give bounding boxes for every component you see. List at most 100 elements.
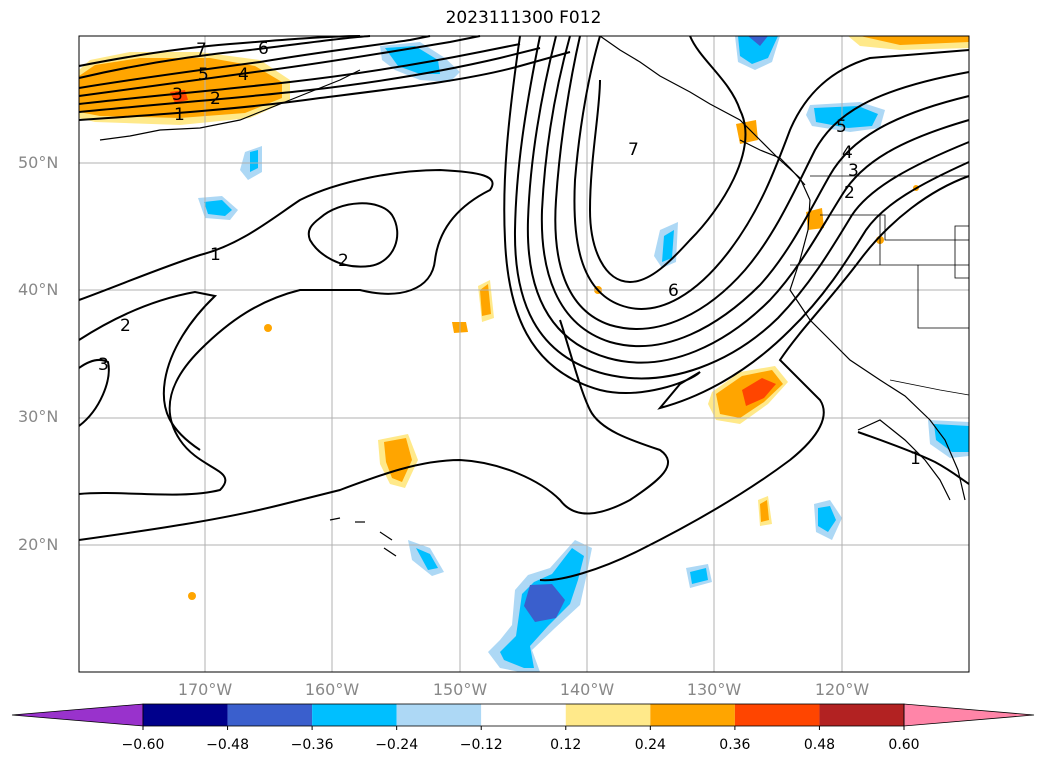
contour-label: 4 bbox=[238, 65, 249, 85]
shade-cyan-f2 bbox=[690, 568, 708, 584]
contour-label: 1 bbox=[174, 105, 185, 125]
colorbar-segment bbox=[481, 704, 566, 726]
colorbar-tick-label: 0.36 bbox=[719, 737, 751, 753]
map-title: 2023111300 F012 bbox=[445, 8, 602, 28]
colorbar-extend-low bbox=[11, 703, 144, 727]
colorbar-segment bbox=[650, 704, 735, 726]
contour-ridge-d bbox=[540, 35, 970, 347]
contour-ridge-a bbox=[588, 35, 747, 284]
shade-cyan-e2 bbox=[818, 506, 836, 532]
contour-se bbox=[539, 175, 970, 582]
shade-cyan-c2 bbox=[662, 230, 674, 262]
contour-nw-5 bbox=[78, 35, 431, 89]
contour-nw-7 bbox=[78, 35, 361, 67]
hawaii-3 bbox=[379, 531, 393, 541]
political-borders bbox=[790, 175, 970, 396]
colorbar-segment bbox=[143, 704, 228, 726]
colorbar-tick-label: 0.48 bbox=[803, 737, 836, 753]
contour-label: 5 bbox=[836, 117, 847, 137]
colorbar-tick-label: 0.12 bbox=[550, 737, 582, 753]
contour-label: 5 bbox=[198, 65, 209, 85]
shade-cyan-g2 bbox=[416, 548, 438, 570]
colorbar-tick-label: −0.60 bbox=[121, 737, 165, 753]
coast-aleutians bbox=[99, 69, 361, 141]
colorbar-segment bbox=[396, 704, 482, 726]
lat-label: 40°N bbox=[18, 280, 59, 299]
contour-label: 1 bbox=[210, 245, 221, 265]
shade-dot-b bbox=[188, 592, 196, 600]
contour-left-3 bbox=[78, 359, 110, 427]
colorbar-tick-label: −0.24 bbox=[375, 737, 419, 753]
contour-ridge-b bbox=[573, 35, 970, 310]
shade-cyan-ak bbox=[385, 46, 440, 74]
shade-orange-ne bbox=[860, 36, 969, 45]
contour-baja-1 bbox=[857, 431, 970, 485]
lon-label: 150°W bbox=[432, 680, 488, 699]
colorbar-segment bbox=[565, 704, 651, 726]
contour-label: 2 bbox=[210, 89, 221, 109]
contour-label: 4 bbox=[842, 143, 853, 163]
shade-blue-south bbox=[524, 584, 565, 622]
colorbar-segment bbox=[312, 704, 397, 726]
shade-cyan-d2 bbox=[934, 424, 969, 452]
contour-ridge-g bbox=[503, 35, 970, 410]
contour-nw-2 bbox=[78, 47, 541, 113]
lon-label: 140°W bbox=[559, 680, 615, 699]
colorbar-frame bbox=[142, 703, 905, 727]
colorbar-segment bbox=[734, 704, 820, 726]
contour-nw-3 bbox=[78, 43, 521, 105]
colorbar-extend-high bbox=[903, 703, 1035, 727]
shade-cyan-b2 bbox=[204, 200, 232, 216]
lon-label: 170°W bbox=[177, 680, 233, 699]
gridlines bbox=[79, 36, 969, 672]
contour-closed-2 bbox=[307, 202, 399, 268]
contour-label: 7 bbox=[628, 140, 639, 160]
shade-cyan-top bbox=[738, 36, 778, 64]
colorbar-segment bbox=[819, 704, 904, 726]
shade-cyan-a2 bbox=[250, 150, 258, 172]
contour-label: 2 bbox=[844, 183, 855, 203]
contour-outer-1 bbox=[78, 168, 494, 496]
contour-nw-4 bbox=[78, 35, 481, 97]
border-mexico bbox=[889, 379, 970, 396]
lat-label: 20°N bbox=[18, 535, 59, 554]
map-frame bbox=[78, 35, 970, 673]
colorbar-tick-label: 0.60 bbox=[888, 737, 920, 753]
shade-orange-c bbox=[760, 500, 769, 522]
contour-label: 2 bbox=[120, 316, 131, 336]
contour-labels: 7 6 5 4 3 2 1 1 2 2 3 7 6 5 4 3 2 1 bbox=[98, 39, 921, 469]
border-state-az bbox=[917, 265, 969, 329]
coast-alaska bbox=[599, 35, 811, 201]
lon-label: 120°W bbox=[814, 680, 870, 699]
colorbar-tick-label: −0.12 bbox=[459, 737, 503, 753]
lat-label: 50°N bbox=[18, 153, 59, 172]
shade-dot-a bbox=[264, 324, 272, 332]
coast-baja bbox=[857, 419, 951, 501]
shade-orange-a bbox=[384, 438, 412, 482]
hawaii-1 bbox=[329, 517, 341, 521]
contours bbox=[78, 35, 970, 582]
shade-cyan-bc bbox=[814, 106, 878, 128]
hawaii-4 bbox=[383, 547, 397, 557]
coast-west-us bbox=[789, 199, 966, 501]
contour-ridge-f bbox=[513, 35, 970, 380]
contour-ridge-e bbox=[526, 35, 970, 364]
contour-label: 3 bbox=[98, 355, 109, 375]
contour-nw-1 bbox=[78, 51, 571, 121]
lon-label: 160°W bbox=[304, 680, 360, 699]
colorbar bbox=[11, 703, 1035, 730]
shade-red-ca bbox=[742, 378, 776, 406]
contour-south-trough bbox=[78, 319, 670, 541]
contour-label: 6 bbox=[258, 39, 269, 59]
contour-left-2 bbox=[78, 290, 218, 451]
contour-label: 7 bbox=[196, 40, 207, 60]
shade-orange-e bbox=[806, 208, 824, 230]
contour-label: 3 bbox=[172, 85, 183, 105]
shade-orange-d bbox=[736, 120, 758, 144]
contour-label: 3 bbox=[848, 161, 859, 181]
contour-label: 2 bbox=[338, 251, 349, 271]
lon-label: 130°W bbox=[686, 680, 742, 699]
contour-ridge-c bbox=[554, 35, 970, 330]
lat-label: 30°N bbox=[18, 407, 59, 426]
